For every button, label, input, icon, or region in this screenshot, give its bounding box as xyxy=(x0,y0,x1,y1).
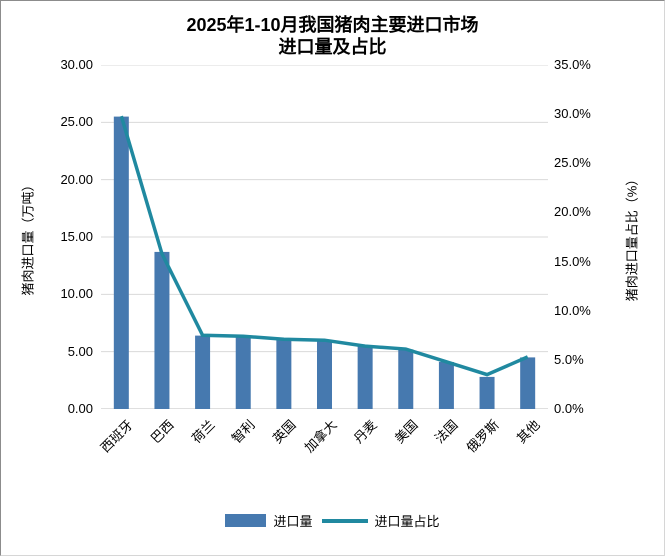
bar-series-column xyxy=(357,345,373,409)
right-axis-title: 猪肉进口量占比（%） xyxy=(624,172,640,302)
line-series-swatch xyxy=(321,518,368,523)
bar-series-column xyxy=(479,376,495,409)
chart-title-line1: 2025年1-10月我国猪肉主要进口市场 xyxy=(186,15,479,35)
left-axis-tick-label: 25.00 xyxy=(60,114,93,130)
legend-item-import-volume: 进口量 xyxy=(225,511,313,530)
chart-title: 2025年1-10月我国猪肉主要进口市场 进口量及占比 xyxy=(1,14,664,58)
right-axis-tick-label: 0.0% xyxy=(554,401,584,416)
right-axis-tick-label: 20.0% xyxy=(554,204,591,220)
left-axis-tick-label: 5.00 xyxy=(67,343,93,359)
legend: 进口量 进口量占比 xyxy=(1,511,664,530)
legend-label-import-share: 进口量占比 xyxy=(374,514,440,529)
left-axis-tick-label: 15.00 xyxy=(60,229,93,244)
left-axis-tick-label: 20.00 xyxy=(60,171,93,187)
legend-label-import-volume: 进口量 xyxy=(273,514,313,529)
right-axis-tick-label: 35.0% xyxy=(554,57,591,72)
right-axis-tick-label: 30.0% xyxy=(554,106,591,122)
bar-series-column xyxy=(398,349,414,409)
legend-item-import-share: 进口量占比 xyxy=(321,511,440,530)
plot-area xyxy=(101,65,548,409)
right-axis-tick-label: 15.0% xyxy=(554,253,591,269)
bar-series-column xyxy=(235,336,251,409)
bar-series-column xyxy=(113,116,129,409)
left-axis-title: 猪肉进口量（万吨） xyxy=(20,178,36,296)
bar-series-column xyxy=(317,340,332,409)
bar-series-column xyxy=(276,339,292,409)
bar-series-column xyxy=(520,357,536,409)
right-axis-tick-label: 5.0% xyxy=(554,351,584,367)
left-axis-tick-label: 0.00 xyxy=(67,401,93,416)
bar-series-column xyxy=(195,335,211,409)
bar-series-column xyxy=(438,361,454,409)
share-trend-line xyxy=(119,115,529,377)
right-axis-tick-label: 25.0% xyxy=(554,155,591,171)
right-axis-tick-label: 10.0% xyxy=(554,302,591,318)
left-axis-tick-label: 10.00 xyxy=(60,286,93,302)
left-axis-tick-label: 30.00 xyxy=(60,57,93,72)
bar-series-swatch xyxy=(225,514,267,527)
bar-series-column xyxy=(154,251,170,409)
chart-title-line2: 进口量及占比 xyxy=(278,37,387,57)
